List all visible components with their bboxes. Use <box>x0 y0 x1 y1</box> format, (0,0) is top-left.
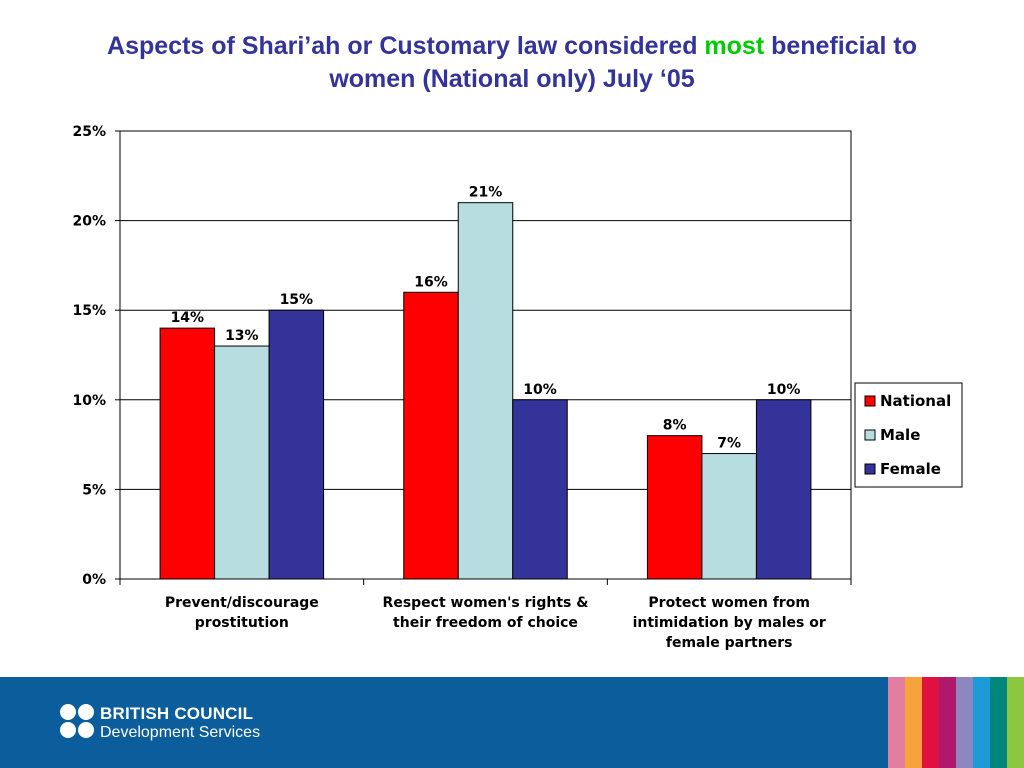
color-stripes <box>888 677 1024 768</box>
bar-chart: 0% 5% 10% 15% 20% 25% 14% 13% 15% Prevent/discour… <box>72 124 963 651</box>
y-tick-label: 10% <box>72 393 106 409</box>
slide-title: Aspects of Shari’ah or Customary law con… <box>0 30 1024 96</box>
org-name: BRITISH COUNCIL <box>100 704 254 723</box>
data-label: 7% <box>717 436 741 452</box>
stripe-1 <box>905 677 922 768</box>
data-label: 14% <box>171 310 205 326</box>
title-line2: women (National only) July ‘05 <box>329 65 695 93</box>
y-tick-label: 20% <box>72 214 106 230</box>
y-tick-label: 5% <box>82 482 106 498</box>
bar-male <box>701 453 757 580</box>
bar-male <box>457 202 514 580</box>
y-tick-label: 15% <box>72 303 106 319</box>
category-label: female partners <box>666 635 793 651</box>
data-label: 10% <box>523 382 557 398</box>
legend-label: Male <box>880 426 920 444</box>
data-label: 16% <box>414 274 448 290</box>
legend-swatch <box>864 463 876 475</box>
category-label: Prevent/discourage <box>165 595 319 611</box>
data-label: 21% <box>469 185 503 201</box>
stripe-5 <box>973 677 990 768</box>
category-label: prostitution <box>195 615 289 631</box>
bar-female <box>268 309 325 580</box>
bar-female <box>512 399 568 580</box>
legend-label: Female <box>880 460 941 478</box>
data-label: 8% <box>663 418 687 434</box>
data-label: 15% <box>280 292 314 308</box>
legend-swatch <box>864 395 876 407</box>
bar-national <box>403 291 459 580</box>
title-highlight: most <box>704 32 765 60</box>
bar-male <box>214 345 270 580</box>
category-label: their freedom of choice <box>393 615 578 631</box>
category-label: intimidation by males or <box>633 615 826 631</box>
y-tick-label: 25% <box>72 124 106 140</box>
bar-female <box>755 399 812 580</box>
legend-label: National <box>880 392 951 410</box>
category-label: Protect women from <box>648 595 810 611</box>
logo-dots-icon <box>60 704 94 740</box>
stripe-0 <box>888 677 905 768</box>
legend-swatch <box>864 429 876 441</box>
data-label: 10% <box>767 382 801 398</box>
title-part1: Aspects of Shari’ah or Customary law con… <box>107 32 705 60</box>
stripe-2 <box>922 677 939 768</box>
category-label: Respect women's rights & <box>383 595 589 611</box>
y-tick-label: 0% <box>82 572 106 588</box>
bar-national <box>159 327 216 580</box>
title-part2: beneficial to <box>764 32 917 60</box>
stripe-3 <box>939 677 956 768</box>
stripe-7 <box>1007 677 1024 768</box>
bar-national <box>646 435 703 580</box>
footer-bar: BRITISH COUNCIL Development Services <box>0 677 1024 768</box>
org-sub: Development Services <box>100 724 261 741</box>
stripe-4 <box>956 677 973 768</box>
data-label: 13% <box>225 328 259 344</box>
stripe-6 <box>990 677 1007 768</box>
